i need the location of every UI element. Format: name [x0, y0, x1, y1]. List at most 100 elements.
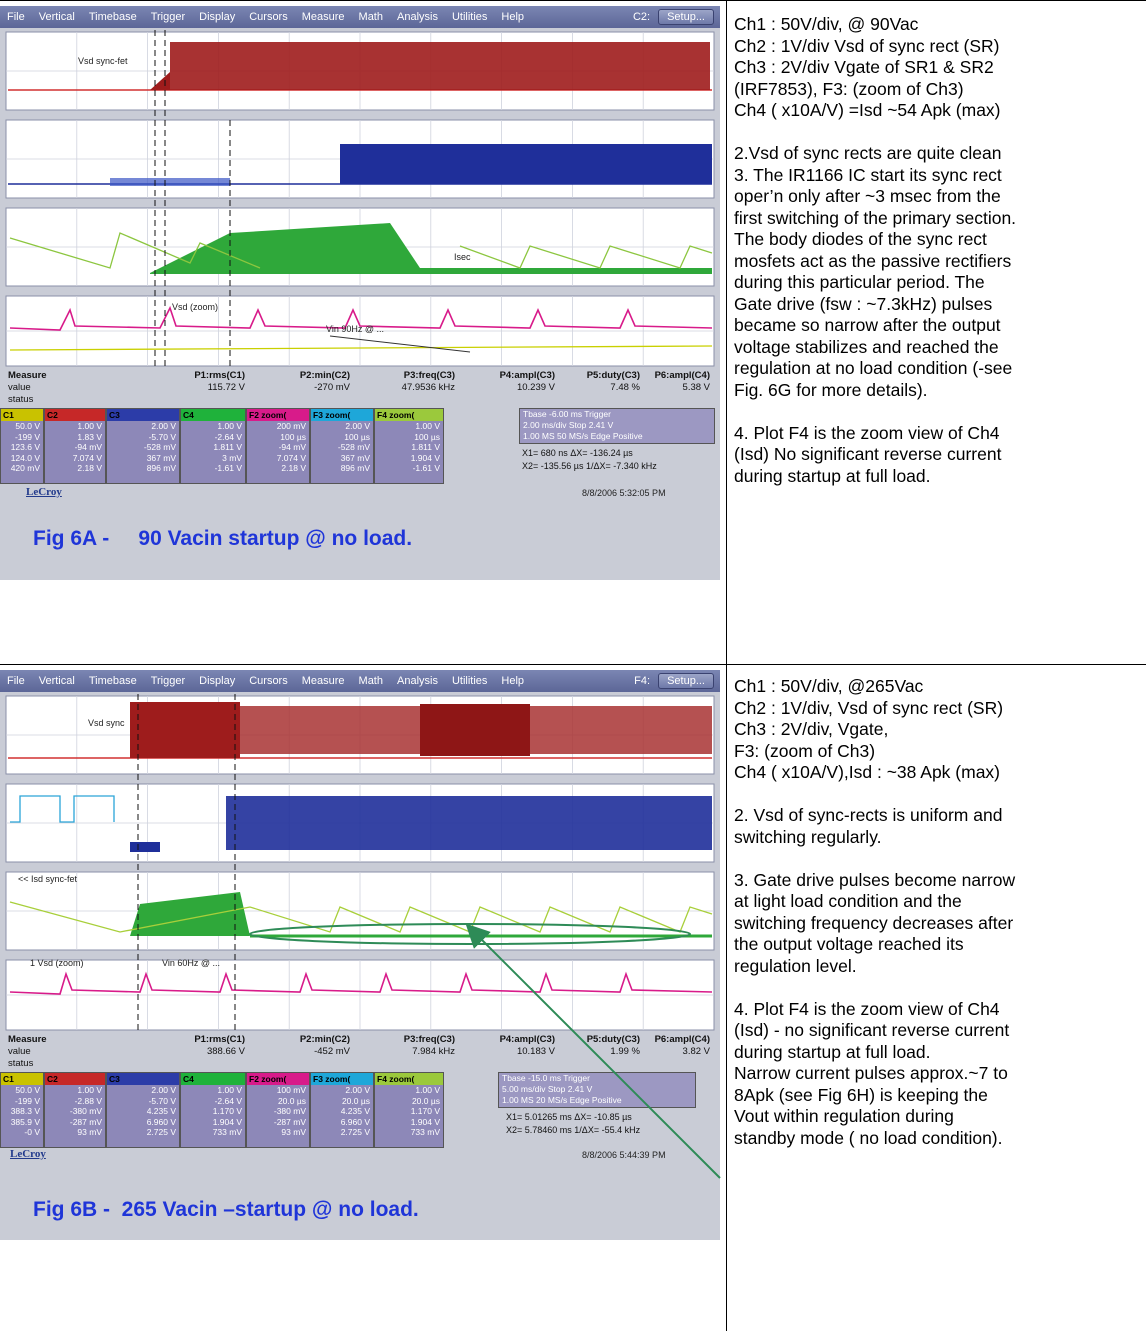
channel-box[interactable]: F2 zoom(100 mV 20.0 µs -380 mV -287 mV 93 mV — [246, 1072, 310, 1148]
timebase-panel-b[interactable]: Tbase -15.0 ms Trigger 5.00 ms/div Stop … — [498, 1072, 696, 1108]
channel-box-value: 100 µs — [280, 431, 306, 442]
menu-file[interactable]: File — [7, 675, 25, 687]
channel-box-value: 385.9 V — [10, 1116, 40, 1127]
param-name-2: P2:min(C2) — [299, 1034, 350, 1045]
menu-help[interactable]: Help — [501, 675, 525, 687]
channel-box-header: C3 — [107, 1073, 179, 1085]
menu-utilities[interactable]: Utilities — [451, 11, 488, 23]
channel-box-value: 6.960 V — [146, 1116, 176, 1127]
menu-timebase[interactable]: Timebase — [88, 675, 137, 687]
note-line: Ch1 : 50V/div, @265Vac — [734, 676, 924, 696]
channel-box-value: 2.725 V — [146, 1127, 176, 1137]
trace-label-b3: << Isd sync-fet — [18, 874, 78, 884]
channel-box-value: 1.83 V — [77, 431, 102, 442]
trigger-level: 2.41 V — [567, 1084, 593, 1094]
channel-box-value: 50.0 V — [15, 421, 40, 431]
menu-display[interactable]: Display — [199, 11, 236, 23]
note-line: The body diodes of the sync rect — [734, 229, 987, 249]
channel-box-header: C2 — [45, 1073, 105, 1085]
menu-file[interactable]: File — [7, 11, 25, 23]
menu-analysis[interactable]: Analysis — [397, 675, 438, 687]
channel-box-value: 100 µs — [344, 431, 370, 442]
channel-box-value: 123.6 V — [10, 442, 40, 452]
channel-box-header: F2 zoom( — [247, 409, 309, 421]
menu-vertical[interactable]: Vertical — [38, 675, 75, 687]
channel-box-value: 2.18 V — [281, 463, 306, 473]
channel-box[interactable]: F2 zoom(200 mV 100 µs -94 mV 7.074 V 2.18 V — [246, 408, 310, 484]
menu-timebase[interactable]: Timebase — [88, 11, 137, 23]
channel-box-header: F3 zoom( — [311, 1073, 373, 1085]
channel-box-value: -287 mV — [273, 1116, 306, 1127]
channel-box[interactable]: F4 zoom(1.00 V 100 µs 1.811 V 1.904 V -1.61 … — [374, 408, 444, 484]
lecroy-logo: LeCroy — [26, 486, 62, 498]
menu-measure[interactable]: Measure — [301, 11, 345, 23]
menu-cursors[interactable]: Cursors — [249, 675, 288, 687]
channel-box-value: 1.811 V — [213, 442, 242, 452]
note-line: Ch2 : 1V/div Vsd of sync rect (SR) — [734, 35, 1000, 56]
channel-box[interactable]: C2 1.00 V -2.88 V -380 mV -287 mV 93 mV — [44, 1072, 106, 1148]
status-label: status — [8, 1058, 34, 1069]
channel-box[interactable]: F4 zoom(1.00 V 20.0 µs 1.170 V 1.904 V 733 m… — [374, 1072, 444, 1148]
note-line: mosfets act as the passive rectifiers — [734, 250, 1012, 271]
tbase-per-div: 2.00 ms/div — [523, 420, 567, 430]
channel-box-body: 50.0 V -199 V 388.3 V 385.9 V -0 V — [1, 1085, 43, 1147]
channel-box[interactable]: F3 zoom(2.00 V 20.0 µs 4.235 V 6.960 V 2.725… — [310, 1072, 374, 1148]
value-label: value — [8, 1046, 31, 1057]
param-name-6: P6:ampl(C4) — [654, 1034, 710, 1045]
channel-box-value: 1.811 V — [411, 442, 440, 452]
note-line: switching frequency decreases after — [734, 912, 1014, 933]
channel-box[interactable]: F3 zoom(2.00 V 100 µs -528 mV 367 mV 896 mV — [310, 408, 374, 484]
param-name-5: P5:duty(C3) — [586, 1034, 640, 1045]
channel-box[interactable]: C4 1.00 V -2.64 V 1.170 V 1.904 V 733 mV — [180, 1072, 246, 1148]
menu-utilities[interactable]: Utilities — [451, 675, 488, 687]
channel-box-value: -380 mV — [69, 1106, 102, 1116]
menu-math[interactable]: Math — [358, 675, 383, 687]
menu-measure[interactable]: Measure — [301, 675, 345, 687]
channel-box-value: -5.70 V — [148, 431, 176, 442]
channel-box-body: 2.00 V -5.70 V -528 mV 367 mV 896 mV — [107, 421, 179, 483]
setup-button[interactable]: Setup... — [658, 673, 714, 689]
channel-box-body: 100 mV 20.0 µs -380 mV -287 mV 93 mV — [247, 1085, 309, 1147]
channel-box-body: 1.00 V -2.64 V 1.170 V 1.904 V 733 mV — [181, 1085, 245, 1147]
channel-box[interactable]: C1 50.0 V -199 V 388.3 V 385.9 V -0 V — [0, 1072, 44, 1148]
menu-cursors[interactable]: Cursors — [249, 11, 288, 23]
menu-display[interactable]: Display — [199, 675, 236, 687]
channel-box-header: C1 — [1, 1073, 43, 1085]
note-line: standby mode ( no load condition). — [734, 1127, 1003, 1148]
menu-help[interactable]: Help — [501, 11, 525, 23]
trigger-slope: Positive — [591, 1095, 622, 1105]
note-line: switching regularly. — [734, 826, 882, 847]
menu-vertical[interactable]: Vertical — [38, 11, 75, 23]
setup-button[interactable]: Setup... — [658, 9, 714, 25]
active-channel-indicator: C2: — [632, 11, 651, 23]
trace-label-a3: Isec — [454, 252, 471, 262]
channel-boxes-a: C1 50.0 V -199 V 123.6 V 124.0 V 420 mV C2 1.00… — [0, 408, 520, 484]
param-value-4: 10.239 V — [516, 382, 555, 393]
param-value-2: -270 mV — [314, 382, 350, 393]
note-line: Ch2 : 1V/div, Vsd of sync rect (SR) — [734, 697, 1004, 718]
channel-box-value: 50.0 V — [15, 1085, 40, 1095]
note-line: 4. Plot F4 is the zoom view of Ch4 — [734, 998, 1000, 1019]
note-line: Vout within regulation during — [734, 1106, 954, 1126]
menu-analysis[interactable]: Analysis — [397, 11, 438, 23]
note-line: Ch4 ( x10A/V) =Isd ~54 Apk (max) — [734, 100, 1001, 120]
channel-box-value: 20.0 µs — [411, 1095, 440, 1106]
channel-box-value: -5.70 V — [148, 1095, 176, 1106]
timebase-panel-a[interactable]: Tbase -6.00 ms Trigger 2.00 ms/div Stop … — [519, 408, 715, 444]
scope-screenshot-a: File Vertical Timebase Trigger Display C… — [0, 6, 720, 580]
channel-box-value: 1.170 V — [410, 1106, 440, 1116]
channel-box[interactable]: C2 1.00 V 1.83 V -94 mV 7.074 V 2.18 V — [44, 408, 106, 484]
param-name-4: P4:ampl(C3) — [499, 1034, 555, 1045]
trigger-label: Trigger — [563, 1073, 590, 1083]
channel-box-body: 2.00 V -5.70 V 4.235 V 6.960 V 2.725 V — [107, 1085, 179, 1147]
menu-math[interactable]: Math — [358, 11, 383, 23]
note-line: (IRF7853), F3: (zoom of Ch3) — [734, 78, 964, 99]
channel-box[interactable]: C3 2.00 V -5.70 V -528 mV 367 mV 896 mV — [106, 408, 180, 484]
channel-box[interactable]: C1 50.0 V -199 V 123.6 V 124.0 V 420 mV — [0, 408, 44, 484]
channel-box[interactable]: C3 2.00 V -5.70 V 4.235 V 6.960 V 2.725 V — [106, 1072, 180, 1148]
channel-box-value: 2.18 V — [77, 463, 102, 473]
menu-trigger[interactable]: Trigger — [150, 11, 186, 23]
menu-trigger[interactable]: Trigger — [150, 675, 186, 687]
